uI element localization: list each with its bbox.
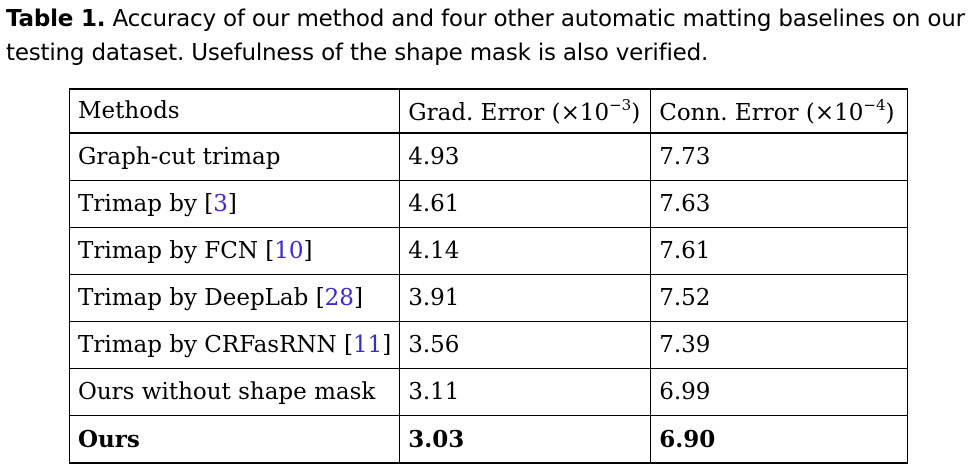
conn-error-cell: 7.39 — [650, 321, 909, 369]
header-conn-suffix: ) — [885, 100, 895, 126]
method-cell: Trimap by DeepLab [28] — [68, 274, 400, 322]
grad-error-cell: 3.11 — [399, 368, 651, 416]
table-row: Graph-cut trimap 4.93 7.73 — [68, 133, 909, 181]
conn-error-cell: 7.63 — [650, 180, 909, 228]
method-name: Trimap by CRFasRNN — [78, 332, 344, 358]
table-row: Trimap by DeepLab [28] 3.91 7.52 — [68, 274, 909, 322]
header-conn-prefix: Conn. Error (×10 — [659, 100, 864, 126]
grad-error-cell: 3.56 — [399, 321, 651, 369]
header-conn-exponent: −4 — [863, 96, 886, 114]
results-table: Methods Grad. Error (×10−3) Conn. Error … — [68, 88, 909, 464]
conn-error-cell: 7.73 — [650, 133, 909, 181]
table-row-best: Ours 3.03 6.90 — [68, 415, 909, 464]
header-grad-error: Grad. Error (×10−3) — [399, 88, 651, 134]
method-cell: Ours — [68, 415, 400, 464]
method-name: Trimap by — [78, 191, 205, 217]
conn-error-cell: 7.52 — [650, 274, 909, 322]
method-cell: Trimap by CRFasRNN [11] — [68, 321, 400, 369]
grad-error-cell: 3.91 — [399, 274, 651, 322]
header-grad-prefix: Grad. Error (×10 — [408, 100, 610, 126]
header-methods: Methods — [68, 88, 400, 134]
citation-link[interactable]: 10 — [274, 238, 304, 264]
header-grad-exponent: −3 — [609, 96, 632, 114]
table-row: Ours without shape mask 3.11 6.99 — [68, 368, 909, 416]
table-header-row: Methods Grad. Error (×10−3) Conn. Error … — [68, 88, 909, 134]
citation-link[interactable]: 28 — [324, 285, 354, 311]
method-cell: Graph-cut trimap — [68, 133, 400, 181]
citation-link[interactable]: 3 — [213, 191, 228, 217]
grad-error-cell: 4.61 — [399, 180, 651, 228]
grad-error-cell: 3.03 — [399, 415, 651, 464]
caption-label: Table 1. — [6, 6, 106, 32]
grad-error-cell: 4.14 — [399, 227, 651, 275]
table-row: Trimap by [3] 4.61 7.63 — [68, 180, 909, 228]
table-row: Trimap by FCN [10] 4.14 7.61 — [68, 227, 909, 275]
method-cell: Ours without shape mask — [68, 368, 400, 416]
table-row: Trimap by CRFasRNN [11] 3.56 7.39 — [68, 321, 909, 369]
method-name: Ours — [78, 425, 140, 453]
method-cell: Trimap by FCN [10] — [68, 227, 400, 275]
method-name: Trimap by FCN — [78, 238, 266, 264]
method-name: Trimap by DeepLab — [78, 285, 316, 311]
table-caption: Table 1. Accuracy of our method and four… — [6, 2, 970, 70]
header-conn-error: Conn. Error (×10−4) — [650, 88, 909, 134]
method-name: Ours without shape mask — [78, 379, 376, 405]
citation-link[interactable]: 11 — [352, 332, 383, 358]
caption-text: Accuracy of our method and four other au… — [6, 6, 965, 66]
method-name: Graph-cut trimap — [78, 144, 281, 170]
conn-error-cell: 7.61 — [650, 227, 909, 275]
header-grad-suffix: ) — [631, 100, 641, 126]
method-cell: Trimap by [3] — [68, 180, 400, 228]
conn-error-cell: 6.99 — [650, 368, 909, 416]
grad-error-cell: 4.93 — [399, 133, 651, 181]
conn-error-cell: 6.90 — [650, 415, 909, 464]
